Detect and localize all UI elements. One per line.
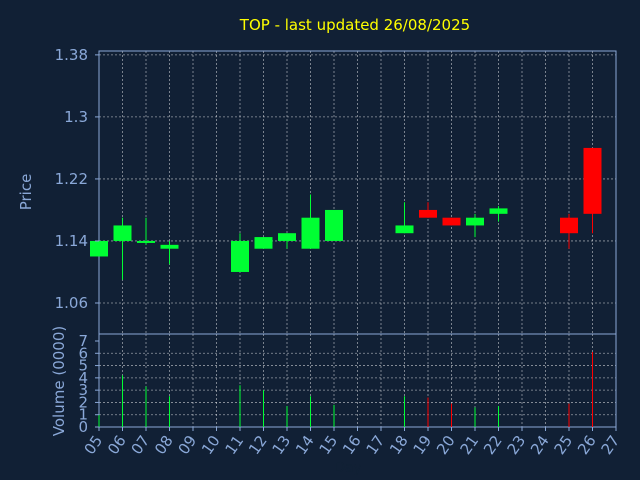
volume-tick-label: 5 [78, 357, 88, 375]
candle-body [325, 209, 343, 241]
price-grid [99, 51, 616, 334]
price-tick-label: 1.22 [55, 170, 88, 188]
price-tick-label: 1.38 [55, 46, 88, 64]
volume-tick-label: 4 [78, 369, 88, 387]
candle-body [442, 217, 461, 226]
candle-body [560, 217, 578, 234]
volume-bars [98, 352, 593, 427]
volume-tick-label: 2 [78, 393, 88, 411]
chart-title: TOP - last updated 26/08/2025 [239, 16, 470, 34]
candle-body [419, 209, 437, 218]
candle-body [90, 240, 108, 257]
volume-axis-label: Volume (0000) [50, 326, 68, 436]
candle-body [254, 237, 273, 249]
price-axis-ticks: 1.38 1.3 1.22 1.14 1.06 [55, 46, 99, 312]
x-axis-label: Day [334, 460, 362, 476]
price-tick-label: 1.14 [55, 232, 88, 250]
candle-body [137, 240, 155, 243]
volume-tick-label: 0 [78, 418, 88, 436]
candle-body [466, 217, 484, 226]
candle-body [489, 208, 508, 214]
volume-tick-label: 1 [78, 406, 88, 424]
candles [90, 147, 602, 280]
price-tick-label: 1.06 [55, 294, 88, 312]
candle-body [231, 240, 249, 272]
candle-body [583, 147, 602, 214]
candle-body [395, 225, 414, 234]
price-tick-label: 1.3 [64, 108, 88, 126]
volume-tick-label: 6 [78, 344, 88, 362]
candle-body [113, 225, 132, 241]
candle-body [278, 233, 296, 241]
price-axis-label: Price [17, 174, 35, 211]
volume-tick-label: 3 [78, 381, 88, 399]
candle-body [301, 217, 320, 249]
volume-tick-label: 7 [78, 332, 88, 350]
candle-body [160, 244, 179, 249]
